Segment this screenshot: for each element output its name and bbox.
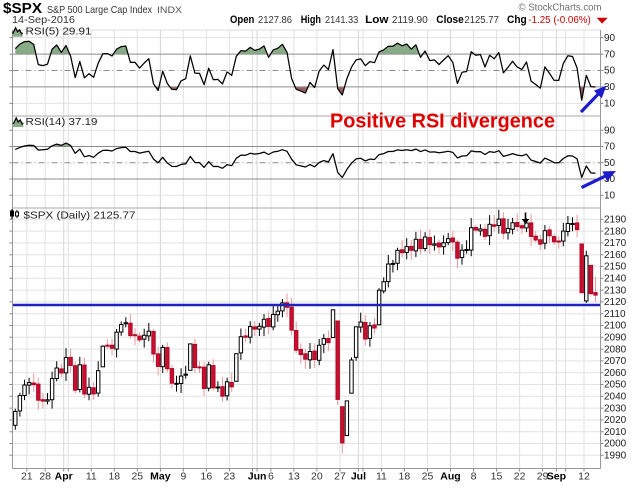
svg-text:16: 16 bbox=[201, 471, 213, 483]
svg-text:25: 25 bbox=[131, 471, 143, 483]
svg-text:30: 30 bbox=[604, 82, 616, 93]
svg-text:50: 50 bbox=[604, 66, 616, 77]
svg-text:$SPX (Daily) 2125.77: $SPX (Daily) 2125.77 bbox=[24, 210, 136, 222]
svg-text:18: 18 bbox=[108, 471, 120, 483]
svg-text:Positive RSI divergence: Positive RSI divergence bbox=[330, 111, 555, 133]
svg-text:-1.25 (-0.06%): -1.25 (-0.06%) bbox=[528, 15, 590, 26]
svg-text:Low: Low bbox=[365, 14, 389, 26]
svg-text:70: 70 bbox=[604, 49, 616, 60]
svg-text:14-Sep-2016: 14-Sep-2016 bbox=[12, 14, 75, 26]
svg-text:2190: 2190 bbox=[604, 215, 627, 226]
svg-text:Jul: Jul bbox=[351, 471, 366, 483]
svg-text:Sep: Sep bbox=[547, 471, 566, 483]
svg-text:2170: 2170 bbox=[604, 238, 627, 249]
svg-text:8: 8 bbox=[471, 471, 477, 483]
svg-text:2050: 2050 bbox=[604, 380, 627, 391]
svg-text:2130: 2130 bbox=[604, 285, 627, 296]
svg-text:9: 9 bbox=[180, 471, 186, 483]
svg-text:2000: 2000 bbox=[604, 439, 627, 450]
svg-text:23: 23 bbox=[224, 471, 236, 483]
svg-text:RSI(14) 37.19: RSI(14) 37.19 bbox=[26, 116, 98, 128]
svg-text:2180: 2180 bbox=[604, 226, 627, 237]
svg-text:6: 6 bbox=[268, 471, 274, 483]
svg-text:90: 90 bbox=[604, 33, 616, 44]
svg-text:High: High bbox=[301, 14, 322, 26]
svg-text:10: 10 bbox=[604, 99, 616, 110]
svg-text:2125.77: 2125.77 bbox=[464, 15, 499, 26]
svg-text:12: 12 bbox=[578, 471, 590, 483]
svg-text:Chg: Chg bbox=[507, 14, 527, 26]
svg-text:2100: 2100 bbox=[604, 321, 627, 332]
svg-text:20: 20 bbox=[311, 471, 323, 483]
svg-text:18: 18 bbox=[399, 471, 411, 483]
svg-text:21: 21 bbox=[21, 471, 33, 483]
svg-text:RSI(5) 29.91: RSI(5) 29.91 bbox=[26, 26, 92, 38]
svg-text:2040: 2040 bbox=[604, 392, 627, 403]
svg-text:13: 13 bbox=[288, 471, 300, 483]
svg-text:25: 25 bbox=[422, 471, 434, 483]
svg-text:2119.90: 2119.90 bbox=[392, 15, 428, 26]
svg-text:27: 27 bbox=[334, 471, 346, 483]
svg-text:Aug: Aug bbox=[440, 471, 460, 483]
svg-text:70: 70 bbox=[604, 142, 616, 153]
svg-text:2030: 2030 bbox=[604, 403, 627, 414]
svg-text:29: 29 bbox=[537, 471, 549, 483]
svg-text:S&P 500 Large Cap Index: S&P 500 Large Cap Index bbox=[47, 4, 153, 16]
svg-text:2080: 2080 bbox=[604, 344, 627, 355]
svg-text:2060: 2060 bbox=[604, 368, 627, 379]
svg-text:May: May bbox=[150, 471, 171, 483]
svg-text:Jun: Jun bbox=[248, 471, 267, 483]
svg-text:Apr: Apr bbox=[55, 471, 73, 483]
svg-text:2127.86: 2127.86 bbox=[258, 15, 292, 26]
svg-text:2010: 2010 bbox=[604, 427, 627, 438]
svg-text:$SPX: $SPX bbox=[3, 0, 42, 17]
svg-text:2070: 2070 bbox=[604, 356, 627, 367]
svg-text:INDX: INDX bbox=[157, 5, 183, 16]
svg-text:2120: 2120 bbox=[604, 297, 627, 308]
svg-text:30: 30 bbox=[604, 174, 616, 185]
svg-text:2020: 2020 bbox=[604, 415, 627, 426]
svg-text:10: 10 bbox=[604, 191, 616, 202]
svg-text:90: 90 bbox=[604, 126, 616, 137]
svg-text:Close: Close bbox=[436, 14, 464, 26]
svg-text:2140: 2140 bbox=[604, 274, 627, 285]
svg-text:11: 11 bbox=[376, 471, 387, 483]
svg-text:15: 15 bbox=[491, 471, 503, 483]
svg-text:2110: 2110 bbox=[604, 309, 626, 320]
svg-text:22: 22 bbox=[514, 471, 526, 483]
svg-text:© StockCharts.com: © StockCharts.com bbox=[519, 1, 602, 13]
svg-text:1990: 1990 bbox=[604, 451, 627, 462]
svg-text:2141.33: 2141.33 bbox=[325, 15, 359, 26]
svg-text:2150: 2150 bbox=[604, 262, 627, 273]
svg-text:50: 50 bbox=[604, 158, 616, 169]
svg-text:2090: 2090 bbox=[604, 333, 627, 344]
svg-text:28: 28 bbox=[39, 471, 51, 483]
svg-text:11: 11 bbox=[86, 471, 97, 483]
svg-text:2160: 2160 bbox=[604, 250, 627, 261]
svg-text:Open: Open bbox=[230, 14, 255, 26]
